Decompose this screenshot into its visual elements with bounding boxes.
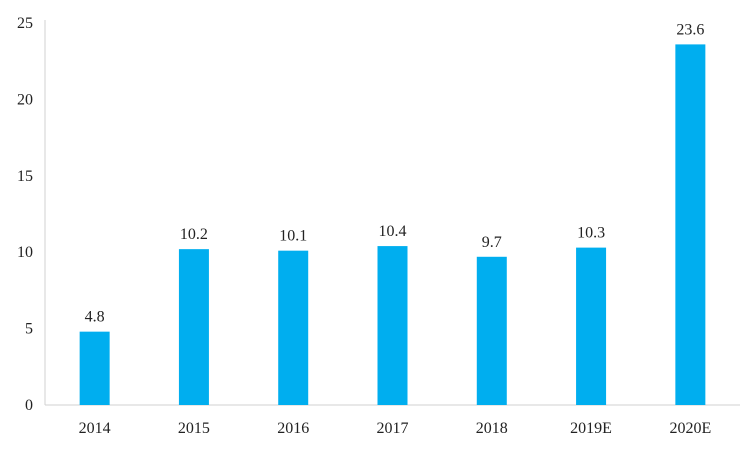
y-tick-label: 25 [17, 15, 33, 32]
bar-series [79, 44, 706, 405]
data-label: 9.7 [482, 234, 502, 251]
data-label: 10.3 [577, 225, 605, 242]
y-axis-ticks: 0 5 10 15 20 25 [17, 15, 33, 414]
x-tick-label: 2016 [277, 420, 309, 437]
bar-2015 [178, 249, 209, 405]
bar-2019e [576, 247, 607, 405]
y-tick-label: 0 [25, 397, 33, 414]
x-tick-label: 2020E [669, 420, 711, 437]
data-label: 10.1 [279, 228, 307, 245]
data-label: 23.6 [676, 21, 704, 38]
x-tick-label: 2017 [377, 420, 409, 437]
bar-2014 [79, 331, 110, 405]
x-axis-ticks: 2014 2015 2016 2017 2018 2019E 2020E [79, 420, 712, 437]
y-tick-label: 10 [17, 244, 33, 261]
y-tick-label: 20 [17, 91, 33, 108]
x-tick-label: 2018 [476, 420, 508, 437]
x-tick-label: 2019E [570, 420, 612, 437]
data-label: 10.2 [180, 226, 208, 243]
bar-2017 [377, 246, 408, 405]
y-tick-label: 5 [25, 321, 33, 338]
bar-2016 [278, 250, 309, 405]
x-tick-label: 2015 [178, 420, 210, 437]
data-labels: 4.8 10.2 10.1 10.4 9.7 10.3 23.6 [85, 21, 705, 325]
bar-2018 [476, 256, 507, 405]
y-tick-label: 15 [17, 168, 33, 185]
bar-2020e [675, 44, 706, 405]
x-tick-label: 2014 [79, 420, 111, 437]
data-label: 10.4 [379, 223, 407, 240]
data-label: 4.8 [85, 309, 105, 326]
